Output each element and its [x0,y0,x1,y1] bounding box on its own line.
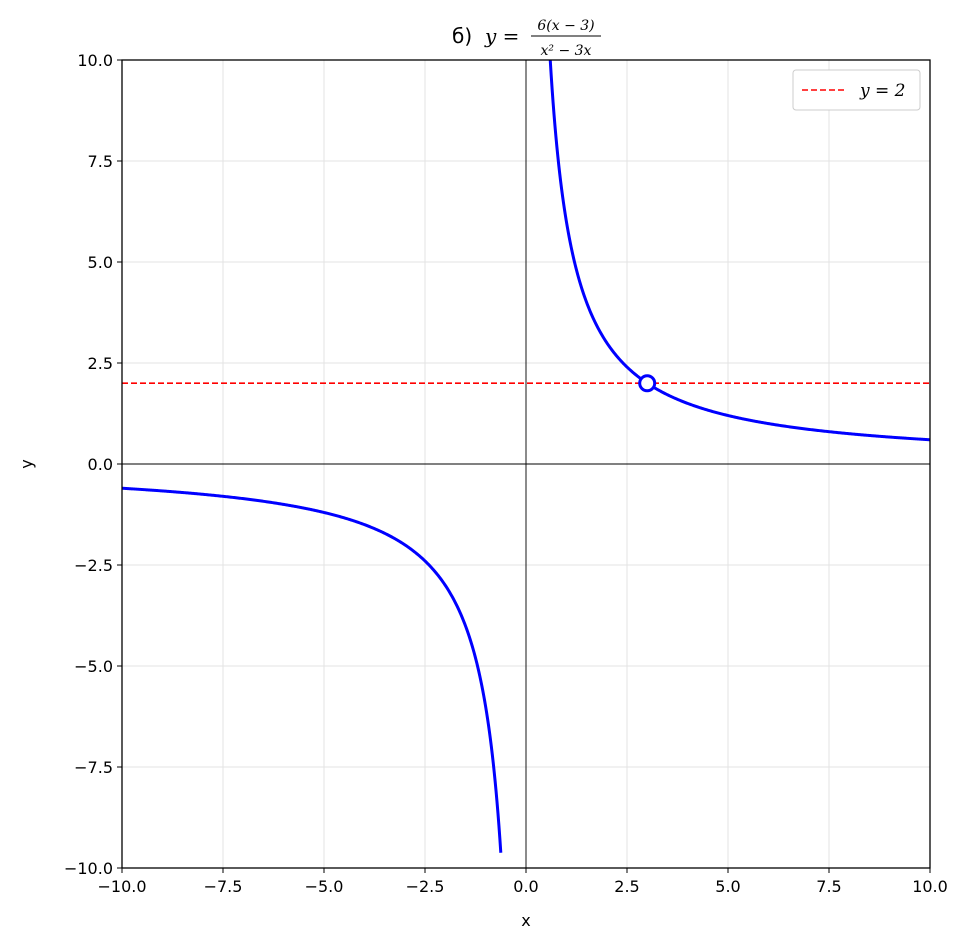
title-lhs: y = [484,24,519,48]
chart-title: б) y = 6(x − 3) x² − 3x [452,18,601,59]
x-tick-label: 0.0 [513,877,538,896]
curve-branch-right [548,59,931,442]
y-tick-label: 2.5 [88,354,113,373]
x-tick-label: 2.5 [614,877,639,896]
curve-branch-left [121,486,503,853]
y-axis-label: y [17,459,36,468]
legend-label-y2: y = 2 [859,81,905,101]
x-tick-label: 7.5 [816,877,841,896]
ticks: −10.0 −7.5 −5.0 −2.5 0.0 2.5 5.0 7.5 10.0 −10.0 −7… [64,51,948,896]
legend-box [792,69,921,111]
title-denominator: x² − 3x [541,43,592,59]
x-tick-label: −7.5 [204,877,243,896]
x-tick-label: −10.0 [97,877,146,896]
x-tick-label: −2.5 [406,877,445,896]
y-tick-label: 0.0 [88,455,113,474]
x-axis-label: x [521,911,530,930]
y-tick-label: 7.5 [88,152,113,171]
title-prefix: б) [452,24,472,48]
x-tick-label: 10.0 [912,877,948,896]
x-tick-label: −5.0 [305,877,344,896]
y-tick-label: 5.0 [88,253,113,272]
removed-point-marker [638,374,657,393]
y-tick-label: −2.5 [74,556,113,575]
legend: y = 2 [792,69,921,111]
y-tick-label: −10.0 [64,859,113,878]
title-numerator: 6(x − 3) [537,18,594,34]
plot-lines [121,59,931,853]
y-tick-label: −5.0 [74,657,113,676]
x-tick-label: 5.0 [715,877,740,896]
zero-lines [122,60,930,868]
y-tick-label: 10.0 [77,51,113,70]
y-tick-label: −7.5 [74,758,113,777]
